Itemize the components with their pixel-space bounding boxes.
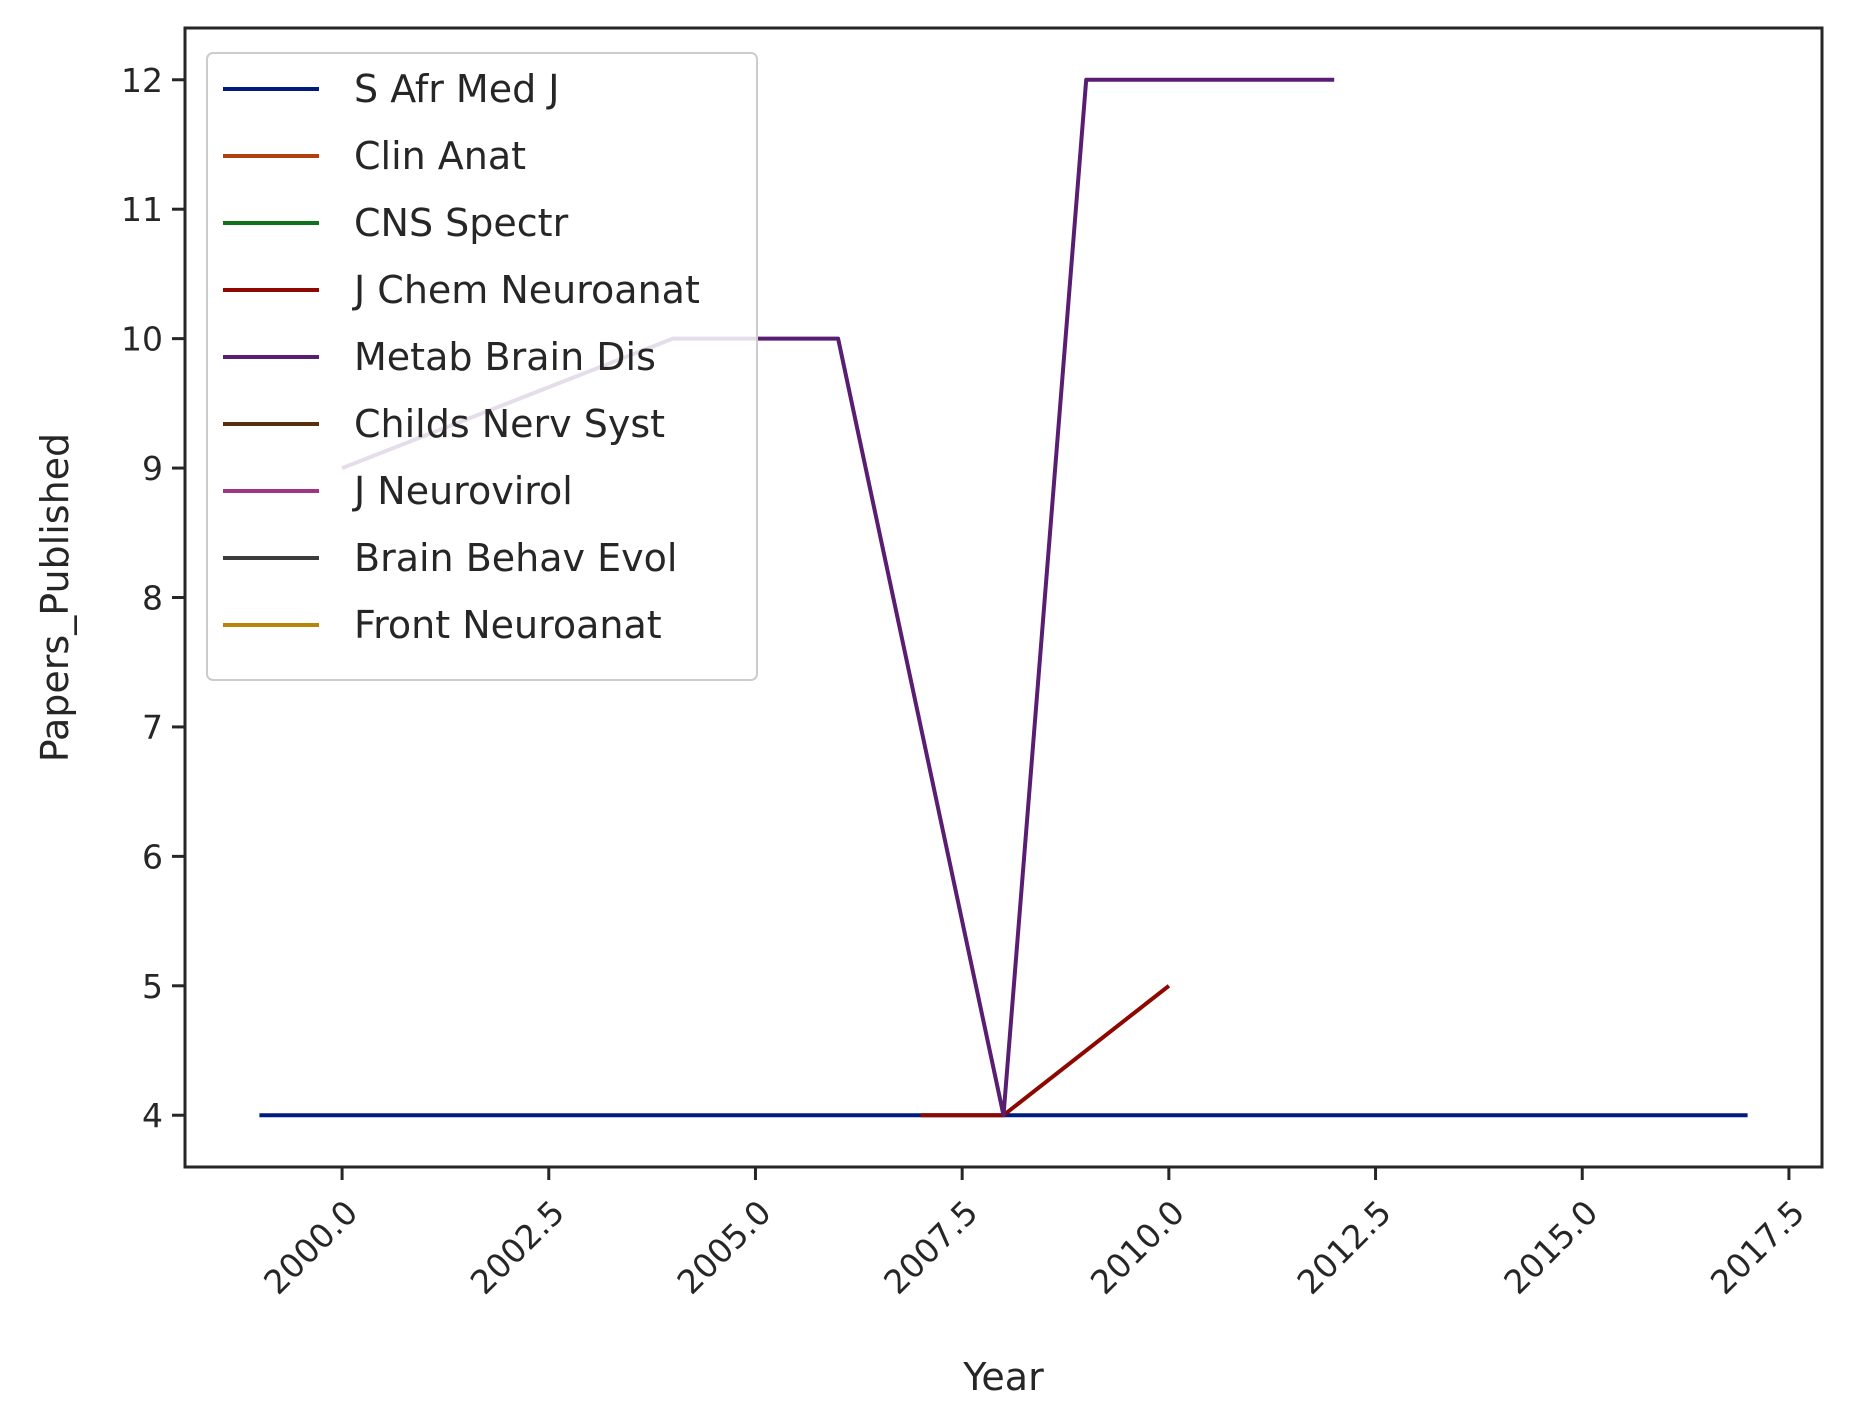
x-tick-label: 2002.5 <box>463 1193 572 1302</box>
legend-label: J Neurovirol <box>352 469 573 513</box>
legend-box <box>206 52 758 681</box>
legend-label: Clin Anat <box>354 134 526 178</box>
legend-label: Metab Brain Dis <box>354 335 656 379</box>
legend-label: Front Neuroanat <box>354 603 662 647</box>
legend-label: Childs Nerv Syst <box>354 402 665 446</box>
y-tick-label: 9 <box>142 449 163 488</box>
legend-label: Brain Behav Evol <box>354 536 677 580</box>
y-tick-label: 5 <box>142 967 163 1006</box>
series-line-3 <box>920 984 1171 1118</box>
y-tick-label: 11 <box>121 190 163 229</box>
y-tick-label: 8 <box>142 579 163 618</box>
x-axis-ticks: 2000.0 2002.5 2005.0 2007.5 2010.0 2012.5 2015… <box>256 1167 1812 1302</box>
y-axis-ticks: 4 5 6 7 8 9 10 11 12 <box>121 61 185 1135</box>
legend-label: CNS Spectr <box>354 201 569 245</box>
y-tick-label: 12 <box>121 61 163 100</box>
x-tick-label: 2005.0 <box>669 1193 778 1302</box>
x-axis-label: Year <box>962 1355 1044 1399</box>
x-tick-label: 2015.0 <box>1496 1193 1605 1302</box>
y-tick-label: 6 <box>142 837 163 876</box>
y-tick-label: 4 <box>142 1096 163 1135</box>
y-tick-label: 10 <box>121 320 163 359</box>
y-axis-label: Papers_Published <box>33 433 77 762</box>
x-tick-label: 2000.0 <box>256 1193 365 1302</box>
x-tick-label: 2012.5 <box>1290 1193 1399 1302</box>
legend-label: J Chem Neuroanat <box>352 268 700 312</box>
legend: S Afr Med J Clin Anat CNS Spectr J Chem Neu… <box>206 52 758 681</box>
legend-label: S Afr Med J <box>354 67 560 111</box>
y-tick-label: 7 <box>142 708 163 747</box>
x-tick-label: 2017.5 <box>1703 1193 1812 1302</box>
x-tick-label: 2010.0 <box>1083 1193 1192 1302</box>
x-tick-label: 2007.5 <box>876 1193 985 1302</box>
